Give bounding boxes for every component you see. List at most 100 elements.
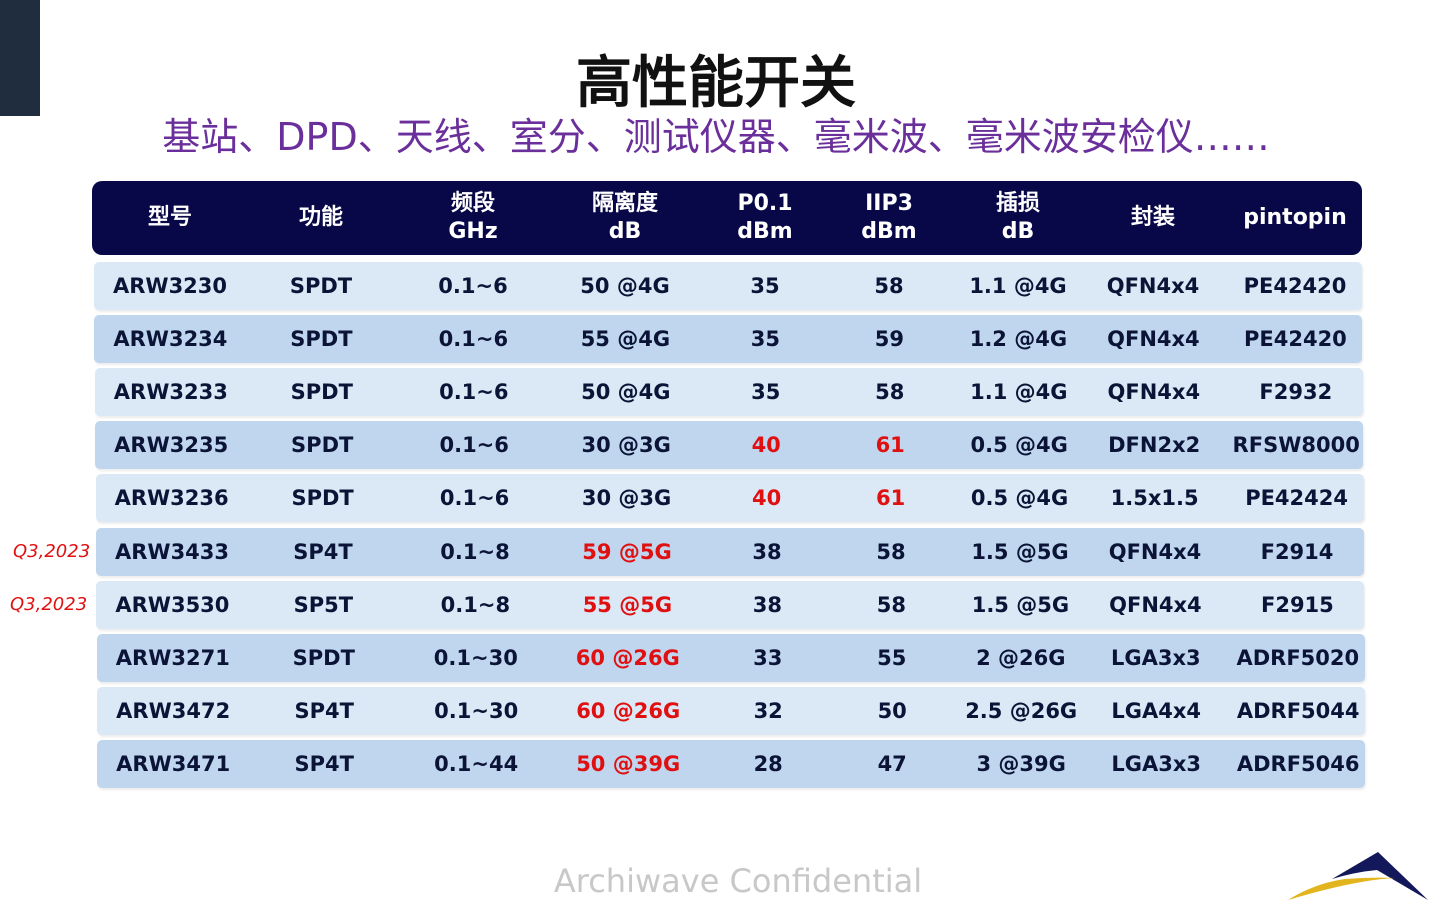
table-cell: ARW3230 xyxy=(112,274,228,298)
table-cell: 0.1~30 xyxy=(433,645,518,670)
table-cell: 55 xyxy=(877,645,907,670)
release-note: Q3,2023 xyxy=(10,593,88,615)
header-label: P0.1 xyxy=(737,191,793,216)
table-cell: 1.5x1.5 xyxy=(1110,486,1199,511)
table-row: ARW3271 SPDT 0.1~30 60 @26G 33 55 2 @26G LGA3x3… xyxy=(96,633,1365,682)
table-cell: 32 xyxy=(753,698,783,723)
table-cell: 50 @4G xyxy=(580,274,670,298)
table-cell: QFN4x4 xyxy=(1107,327,1200,352)
table-cell: 33 xyxy=(753,645,783,670)
table-cell: SPDT xyxy=(292,645,355,670)
column-header: P0.1 dBm xyxy=(737,190,792,246)
table-cell: 50 @39G xyxy=(576,751,681,776)
table-cell: DFN2x2 xyxy=(1108,433,1201,458)
table-cell: 1.1 @4G xyxy=(969,274,1067,298)
table-cell: SPDT xyxy=(290,327,353,352)
table-cell: 0.1~6 xyxy=(438,274,508,298)
header-label: 插损 xyxy=(995,191,1041,216)
table-cell: SP4T xyxy=(294,698,354,723)
table-cell: F2932 xyxy=(1259,380,1333,405)
table-cell: 0.5 @4G xyxy=(970,433,1068,458)
table-cell: QFN4x4 xyxy=(1107,380,1201,405)
page-subtitle: 基站、DPD、天线、室分、测试仪器、毫米波、毫米波安检仪…… xyxy=(162,115,1270,159)
table-cell: 35 xyxy=(750,274,780,298)
table-cell: 47 xyxy=(877,751,907,776)
table-cell: LGA4x4 xyxy=(1111,698,1202,723)
table-cell: 35 xyxy=(751,380,781,405)
table-cell: SPDT xyxy=(291,486,354,511)
table-cell: 28 xyxy=(753,751,783,776)
release-note: Q3,2023 xyxy=(13,540,91,562)
table-row: ARW3236 SPDT 0.1~6 30 @3G 40 61 0.5 @4G 1.5x1.5… xyxy=(95,474,1364,523)
table-cell: 50 xyxy=(877,698,907,723)
table-cell: ARW3433 xyxy=(114,539,230,564)
column-header: 插损 dB xyxy=(996,190,1040,246)
table-cell: SPDT xyxy=(290,380,353,405)
table-cell: ARW3471 xyxy=(116,751,231,776)
table-cell: 2.5 @26G xyxy=(965,698,1078,723)
table-cell: 2 @26G xyxy=(976,645,1066,670)
table-cell: SP4T xyxy=(293,539,353,564)
table-cell: LGA3x3 xyxy=(1110,645,1201,670)
table-cell: QFN4x4 xyxy=(1108,539,1202,564)
table-cell: F2915 xyxy=(1260,592,1334,617)
footer-confidential: Archiwave Confidential xyxy=(553,862,923,900)
column-header: 频段 GHz xyxy=(448,190,497,246)
table-cell: SP5T xyxy=(293,592,354,617)
table-row: ARW3471 SP4T 0.1~44 50 @39G 28 47 3 @39G LGA3x3… xyxy=(97,739,1366,788)
column-header: 封装 xyxy=(1131,204,1175,232)
column-header: IIP3 dBm xyxy=(861,190,916,246)
table-cell: 40 xyxy=(751,486,782,511)
header-label: pintopin xyxy=(1243,205,1347,230)
table-cell: 50 @4G xyxy=(581,380,671,405)
table-cell: 1.2 @4G xyxy=(969,327,1068,352)
table-cell: 59 xyxy=(874,327,905,352)
table-cell: 0.1~44 xyxy=(434,751,519,776)
table-cell: 3 @39G xyxy=(976,751,1066,776)
table-row: ARW3233 SPDT 0.1~6 50 @4G 35 58 1.1 @4G QFN4x4 F… xyxy=(94,368,1363,417)
table-cell: 38 xyxy=(752,539,782,564)
table-cell: QFN4x4 xyxy=(1109,592,1202,617)
table-cell: 58 xyxy=(874,274,904,298)
table-cell: ARW3530 xyxy=(115,592,230,617)
header-label: 封装 xyxy=(1130,205,1176,230)
table-cell: F2914 xyxy=(1260,539,1334,564)
table-cell: 40 xyxy=(751,433,781,458)
table-cell: 61 xyxy=(875,486,906,511)
table-cell: 0.1~6 xyxy=(439,486,510,511)
table-header: 型号 功能 频段 GHz 隔离度 dB P0.1 dBm IIP3 dBm 插损 dB 封装 pintop… xyxy=(92,181,1362,255)
table-cell: 58 xyxy=(876,592,907,617)
table-cell: SP4T xyxy=(294,751,354,776)
table-cell: 1.1 @4G xyxy=(970,380,1068,405)
table-cell: 58 xyxy=(876,539,906,564)
table-cell: SPDT xyxy=(291,433,354,458)
header-unit: dB xyxy=(608,219,642,244)
corner-block xyxy=(0,0,40,116)
table-row: ARW3433 SP4T 0.1~8 59 @5G 38 58 1.5 @5G QFN4x4 F… xyxy=(96,527,1364,576)
table-cell: 30 @3G xyxy=(581,433,671,458)
table-row: ARW3230 SPDT 0.1~6 50 @4G 35 58 1.1 @4G QFN4x4 P… xyxy=(94,262,1362,310)
table-cell: 38 xyxy=(752,592,783,617)
header-unit: dBm xyxy=(737,219,793,244)
table-cell: ARW3236 xyxy=(114,486,229,511)
table-cell: 30 @3G xyxy=(581,486,672,511)
header-label: 功能 xyxy=(298,205,344,230)
table-cell: 1.5 @5G xyxy=(971,539,1069,564)
table-cell: ADRF5046 xyxy=(1236,751,1360,776)
header-label: IIP3 xyxy=(865,191,913,216)
column-header: pintopin xyxy=(1243,204,1347,232)
table-cell: 0.5 @4G xyxy=(970,486,1069,511)
company-logo xyxy=(1288,852,1428,900)
table-cell: 60 @26G xyxy=(575,645,680,670)
table-cell: ARW3472 xyxy=(116,698,231,723)
table-row: ARW3234 SPDT 0.1~6 55 @4G 35 59 1.2 @4G QFN4x4 P… xyxy=(94,315,1363,364)
table-cell: 0.1~6 xyxy=(439,433,509,458)
table-cell: 55 @4G xyxy=(580,327,671,352)
column-header: 型号 xyxy=(148,204,192,232)
table-row: ARW3472 SP4T 0.1~30 60 @26G 32 50 2.5 @26G LGA4… xyxy=(97,686,1366,735)
header-unit: dBm xyxy=(861,219,917,244)
table-cell: 1.5 @5G xyxy=(971,592,1070,617)
table-cell: 60 @26G xyxy=(576,698,681,723)
table-cell: ADRF5044 xyxy=(1236,698,1360,723)
table-cell: ADRF5020 xyxy=(1236,645,1360,670)
